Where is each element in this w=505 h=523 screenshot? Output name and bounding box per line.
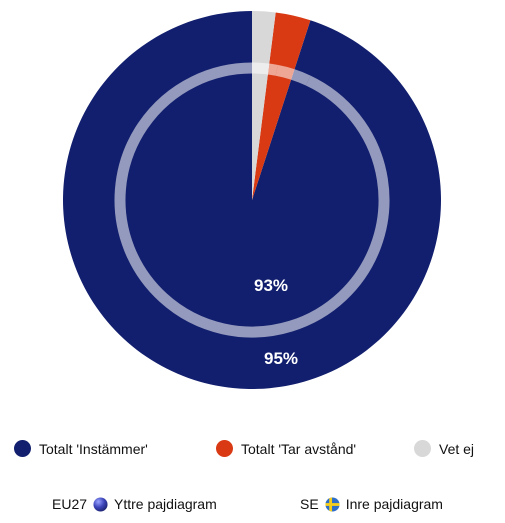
legend-item-vet-ej: Vet ej xyxy=(414,440,474,457)
legend-swatch-tar-avstand xyxy=(216,440,233,457)
outer-ring-key: EU27 Yttre pajdiagram xyxy=(52,496,217,512)
legend-swatch-vet-ej xyxy=(414,440,431,457)
outer-slice-totalt-tar-avst-nd xyxy=(252,12,311,200)
ring-key: EU27 Yttre pajdiagram SE I xyxy=(0,496,505,520)
eu-text: Yttre pajdiagram xyxy=(114,496,217,512)
inner-slice-totalt-tar-avst-nd xyxy=(275,64,311,86)
legend-swatch-instammer xyxy=(14,440,31,457)
outer-value-label: 95% xyxy=(264,349,298,368)
inner-value-label: 93% xyxy=(254,276,288,295)
inner-ring-se xyxy=(114,62,390,338)
sweden-flag-icon xyxy=(325,496,340,512)
legend-label-tar-avstand: Totalt 'Tar avstånd' xyxy=(241,440,357,457)
inner-slice-totalt-inst-mmer xyxy=(114,62,390,338)
legend: Totalt 'Instämmer' Totalt 'Tar avstånd' … xyxy=(0,440,505,464)
slice-labels: 93% 95% xyxy=(254,276,298,368)
inner-ring-key: SE Inre pajdiagram xyxy=(300,496,443,512)
se-code: SE xyxy=(300,496,319,512)
se-text: Inre pajdiagram xyxy=(345,496,443,512)
legend-item-instammer: Totalt 'Instämmer' xyxy=(14,440,148,457)
legend-label-vet-ej: Vet ej xyxy=(439,440,475,457)
eu-code: EU27 xyxy=(52,496,88,512)
inner-slice-vet-ej xyxy=(251,62,278,76)
pie-chart: 93% 95% xyxy=(63,11,441,390)
legend-item-tar-avstand: Totalt 'Tar avstånd' xyxy=(216,440,356,457)
legend-label-instammer: Totalt 'Instämmer' xyxy=(39,440,148,457)
outer-slice-vet-ej xyxy=(252,11,276,200)
eu-flag-icon xyxy=(93,496,108,512)
